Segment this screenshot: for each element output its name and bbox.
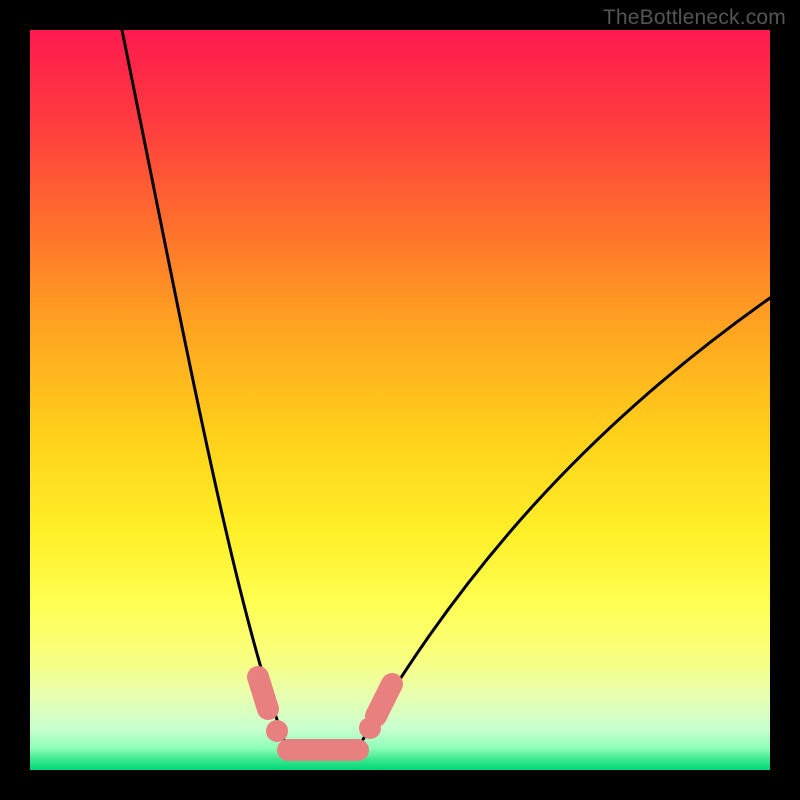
marker-segment — [258, 677, 268, 709]
marker-segment — [376, 684, 392, 716]
plot-area — [30, 30, 770, 770]
gradient-background — [30, 30, 770, 770]
chart-svg — [30, 30, 770, 770]
watermark-text: TheBottleneck.com — [603, 6, 786, 30]
marker-dot — [266, 720, 288, 742]
